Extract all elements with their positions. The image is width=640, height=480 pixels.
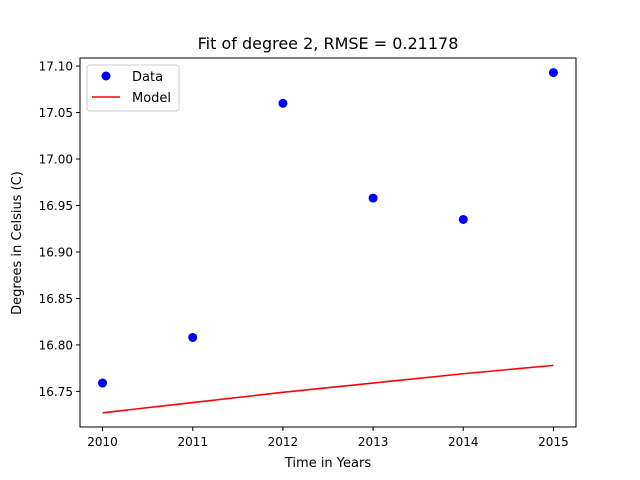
legend-data-label: Data [132, 70, 163, 85]
x-tick-label: 2012 [268, 435, 299, 449]
x-axis-label: Time in Years [284, 456, 371, 471]
chart-title: Fit of degree 2, RMSE = 0.21178 [198, 34, 459, 53]
y-tick-label: 17.00 [39, 153, 73, 167]
x-tick-label: 2015 [538, 435, 569, 449]
y-axis: 16.75 16.80 16.85 16.90 16.95 17.00 17.05 17.10 [39, 60, 80, 399]
y-axis-label: Degrees in Celsius (C) [10, 171, 25, 315]
model-line [102, 364, 554, 414]
data-point [548, 68, 558, 78]
legend: Data Model [86, 64, 180, 112]
y-tick-label: 17.05 [39, 106, 73, 120]
x-axis: 2010 2011 2012 2013 2014 2015 [87, 427, 569, 449]
x-tick-label: 2014 [448, 435, 479, 449]
data-point [368, 193, 378, 203]
x-tick-label: 2010 [87, 435, 118, 449]
y-tick-label: 16.95 [39, 199, 73, 213]
data-point [278, 98, 288, 108]
y-tick-label: 16.75 [39, 385, 73, 399]
legend-model-label: Model [132, 91, 171, 106]
data-point [98, 378, 108, 388]
data-point [458, 214, 468, 224]
data-point [188, 332, 198, 342]
x-tick-label: 2011 [177, 435, 208, 449]
y-tick-label: 17.10 [39, 60, 73, 74]
y-tick-label: 16.80 [39, 338, 73, 352]
legend-data-marker [101, 71, 111, 81]
plot-frame [79, 57, 577, 428]
plot-area [98, 68, 558, 414]
y-tick-label: 16.90 [39, 245, 73, 259]
y-tick-label: 16.85 [39, 292, 73, 306]
x-tick-label: 2013 [358, 435, 389, 449]
